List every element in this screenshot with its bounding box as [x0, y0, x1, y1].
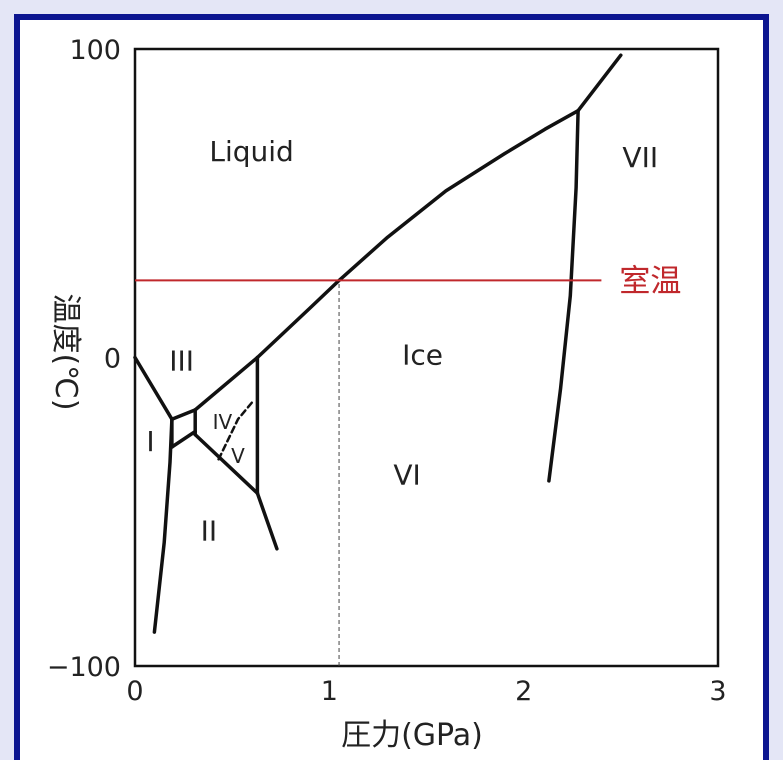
- y-tick-label: 100: [69, 35, 121, 66]
- phase-label: IV: [213, 410, 233, 434]
- phase-boundary-ice-I-melting: [133, 355, 174, 421]
- phase-boundary-liquid-V: [193, 355, 260, 412]
- phase-boundary-VI-VII: [547, 108, 580, 483]
- phase-boundary-IV-metastable: [217, 399, 255, 461]
- phase-label: II: [201, 514, 218, 547]
- room-temperature-label: 室温: [619, 263, 681, 299]
- phase-label: VII: [622, 141, 658, 174]
- phase-label: Liquid: [209, 135, 293, 168]
- phase-boundary-ice-III-melting: [170, 408, 197, 421]
- phase-label: Ice: [402, 338, 443, 371]
- phase-boundary-ice-III-II-lower: [170, 429, 197, 449]
- phase-label: VI: [393, 459, 420, 492]
- phase-label: V: [231, 444, 245, 468]
- phase-boundary-liquid-VI: [255, 108, 580, 360]
- phase-boundary-liquid-VII: [576, 53, 623, 113]
- x-tick-label: 3: [709, 676, 726, 707]
- phase-boundary-II-VI: [255, 491, 279, 551]
- y-tick-label: 0: [104, 344, 121, 375]
- phase-label: I: [146, 425, 154, 458]
- phase-label: III: [169, 345, 194, 378]
- y-axis-label: 温度(℃): [48, 293, 83, 410]
- x-tick-label: 2: [515, 676, 532, 707]
- figure-panel: [20, 20, 763, 760]
- x-tick-label: 0: [126, 676, 143, 707]
- x-axis-label: 圧力(GPa): [341, 718, 483, 753]
- x-tick-label: 1: [321, 676, 338, 707]
- phase-boundary-II-V: [193, 432, 260, 495]
- y-tick-label: −100: [47, 652, 121, 683]
